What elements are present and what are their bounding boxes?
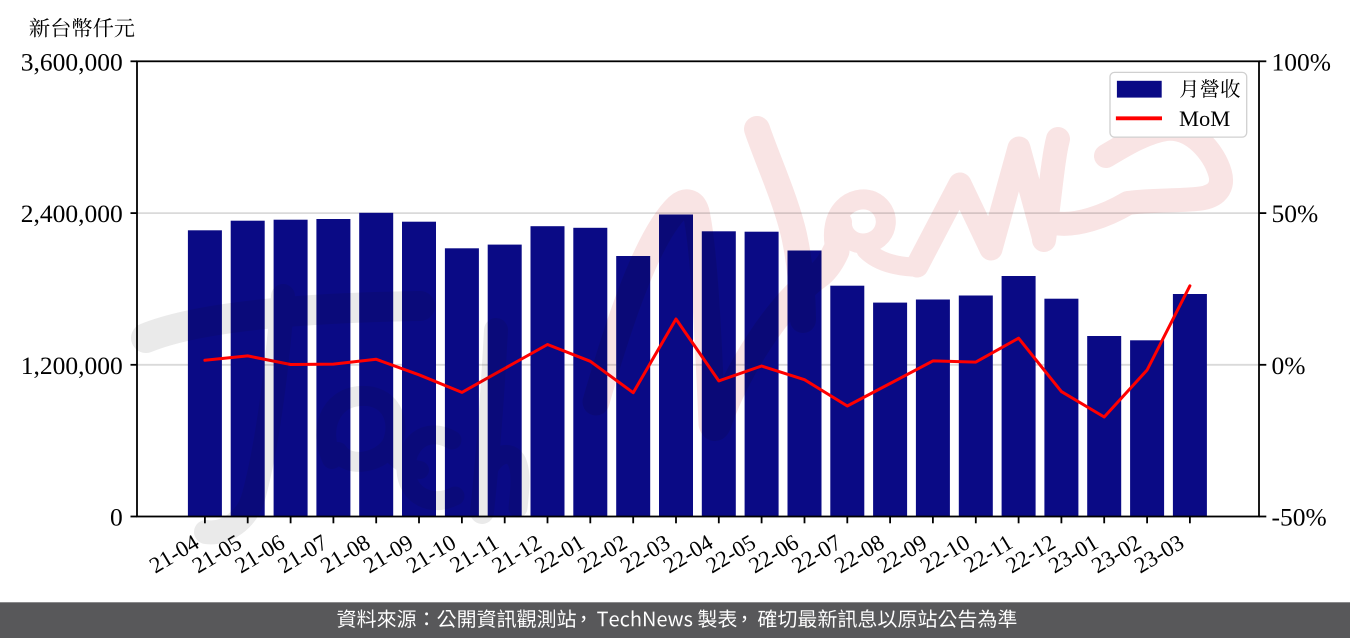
svg-text:-50%: -50% bbox=[1272, 503, 1327, 532]
svg-text:50%: 50% bbox=[1272, 199, 1319, 228]
svg-text:2,400,000: 2,400,000 bbox=[21, 199, 123, 228]
svg-text:0%: 0% bbox=[1272, 351, 1306, 380]
svg-text:100%: 100% bbox=[1272, 47, 1332, 76]
svg-text:3,600,000: 3,600,000 bbox=[21, 47, 123, 76]
svg-text:MoM: MoM bbox=[1179, 106, 1230, 131]
svg-text:1,200,000: 1,200,000 bbox=[21, 351, 123, 380]
svg-text:0: 0 bbox=[110, 503, 123, 532]
